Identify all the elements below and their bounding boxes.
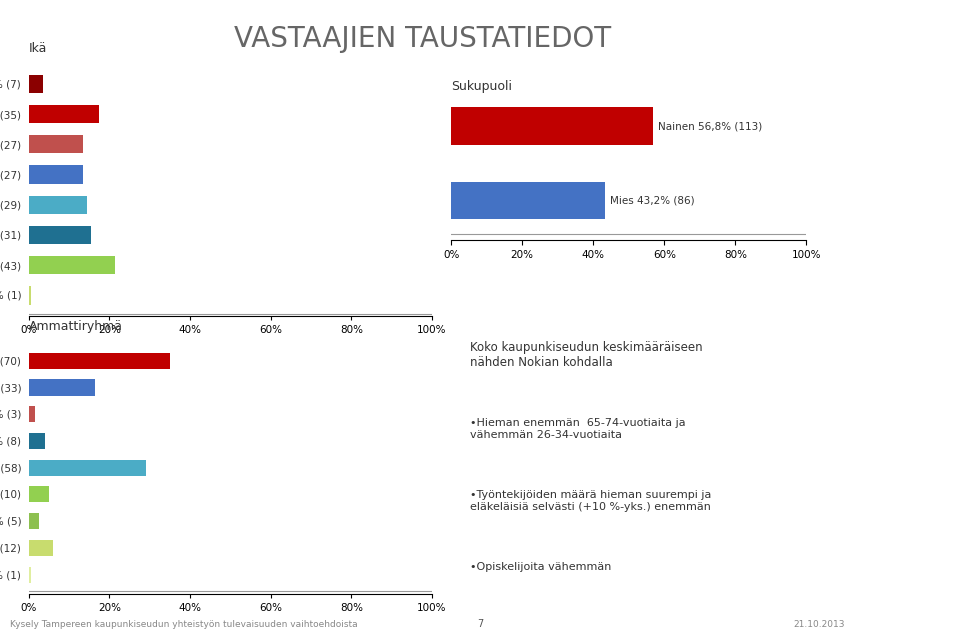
- Text: •Hieman enemmän  65-74-vuotiaita ja
vähemmän 26-34-vuotiaita: •Hieman enemmän 65-74-vuotiaita ja vähem…: [470, 418, 686, 440]
- Bar: [29, 166, 84, 183]
- Bar: [29, 433, 45, 449]
- Bar: [29, 540, 53, 556]
- Bar: [29, 487, 49, 502]
- Text: 21.10.2013: 21.10.2013: [793, 620, 845, 629]
- Bar: [29, 566, 31, 583]
- Bar: [29, 256, 115, 274]
- Text: •Työntekijöiden määrä hieman suurempi ja
eläkeläisiä selvästi (+10 %-yks.) enemm: •Työntekijöiden määrä hieman suurempi ja…: [470, 490, 711, 512]
- Bar: [29, 135, 84, 154]
- Bar: [29, 406, 35, 422]
- Bar: [29, 459, 146, 476]
- Bar: [451, 107, 653, 145]
- Bar: [29, 75, 43, 93]
- Text: Ikä: Ikä: [29, 42, 47, 55]
- Bar: [29, 226, 91, 244]
- Text: Nainen 56,8% (113): Nainen 56,8% (113): [659, 121, 762, 131]
- Text: Koko kaupunkiseudun keskimääräiseen
nähden Nokian kohdalla: Koko kaupunkiseudun keskimääräiseen nähd…: [470, 341, 703, 369]
- Bar: [29, 286, 31, 305]
- Bar: [29, 353, 170, 369]
- Bar: [451, 182, 605, 219]
- Text: Sukupuoli: Sukupuoli: [451, 80, 513, 93]
- Bar: [29, 379, 95, 396]
- Text: Ammattiryhmä: Ammattiryhmä: [29, 320, 123, 333]
- Text: •Opiskelijoita vähemmän: •Opiskelijoita vähemmän: [470, 562, 612, 572]
- Text: Kysely Tampereen kaupunkiseudun yhteistyön tulevaisuuden vaihtoehdoista: Kysely Tampereen kaupunkiseudun yhteisty…: [10, 620, 357, 629]
- Bar: [29, 105, 99, 123]
- Text: VASTAAJIEN TAUSTATIEDOT: VASTAAJIEN TAUSTATIEDOT: [234, 25, 611, 53]
- Bar: [29, 513, 38, 529]
- Bar: [29, 196, 87, 214]
- Text: 7: 7: [477, 619, 483, 629]
- Text: Mies 43,2% (86): Mies 43,2% (86): [610, 195, 695, 205]
